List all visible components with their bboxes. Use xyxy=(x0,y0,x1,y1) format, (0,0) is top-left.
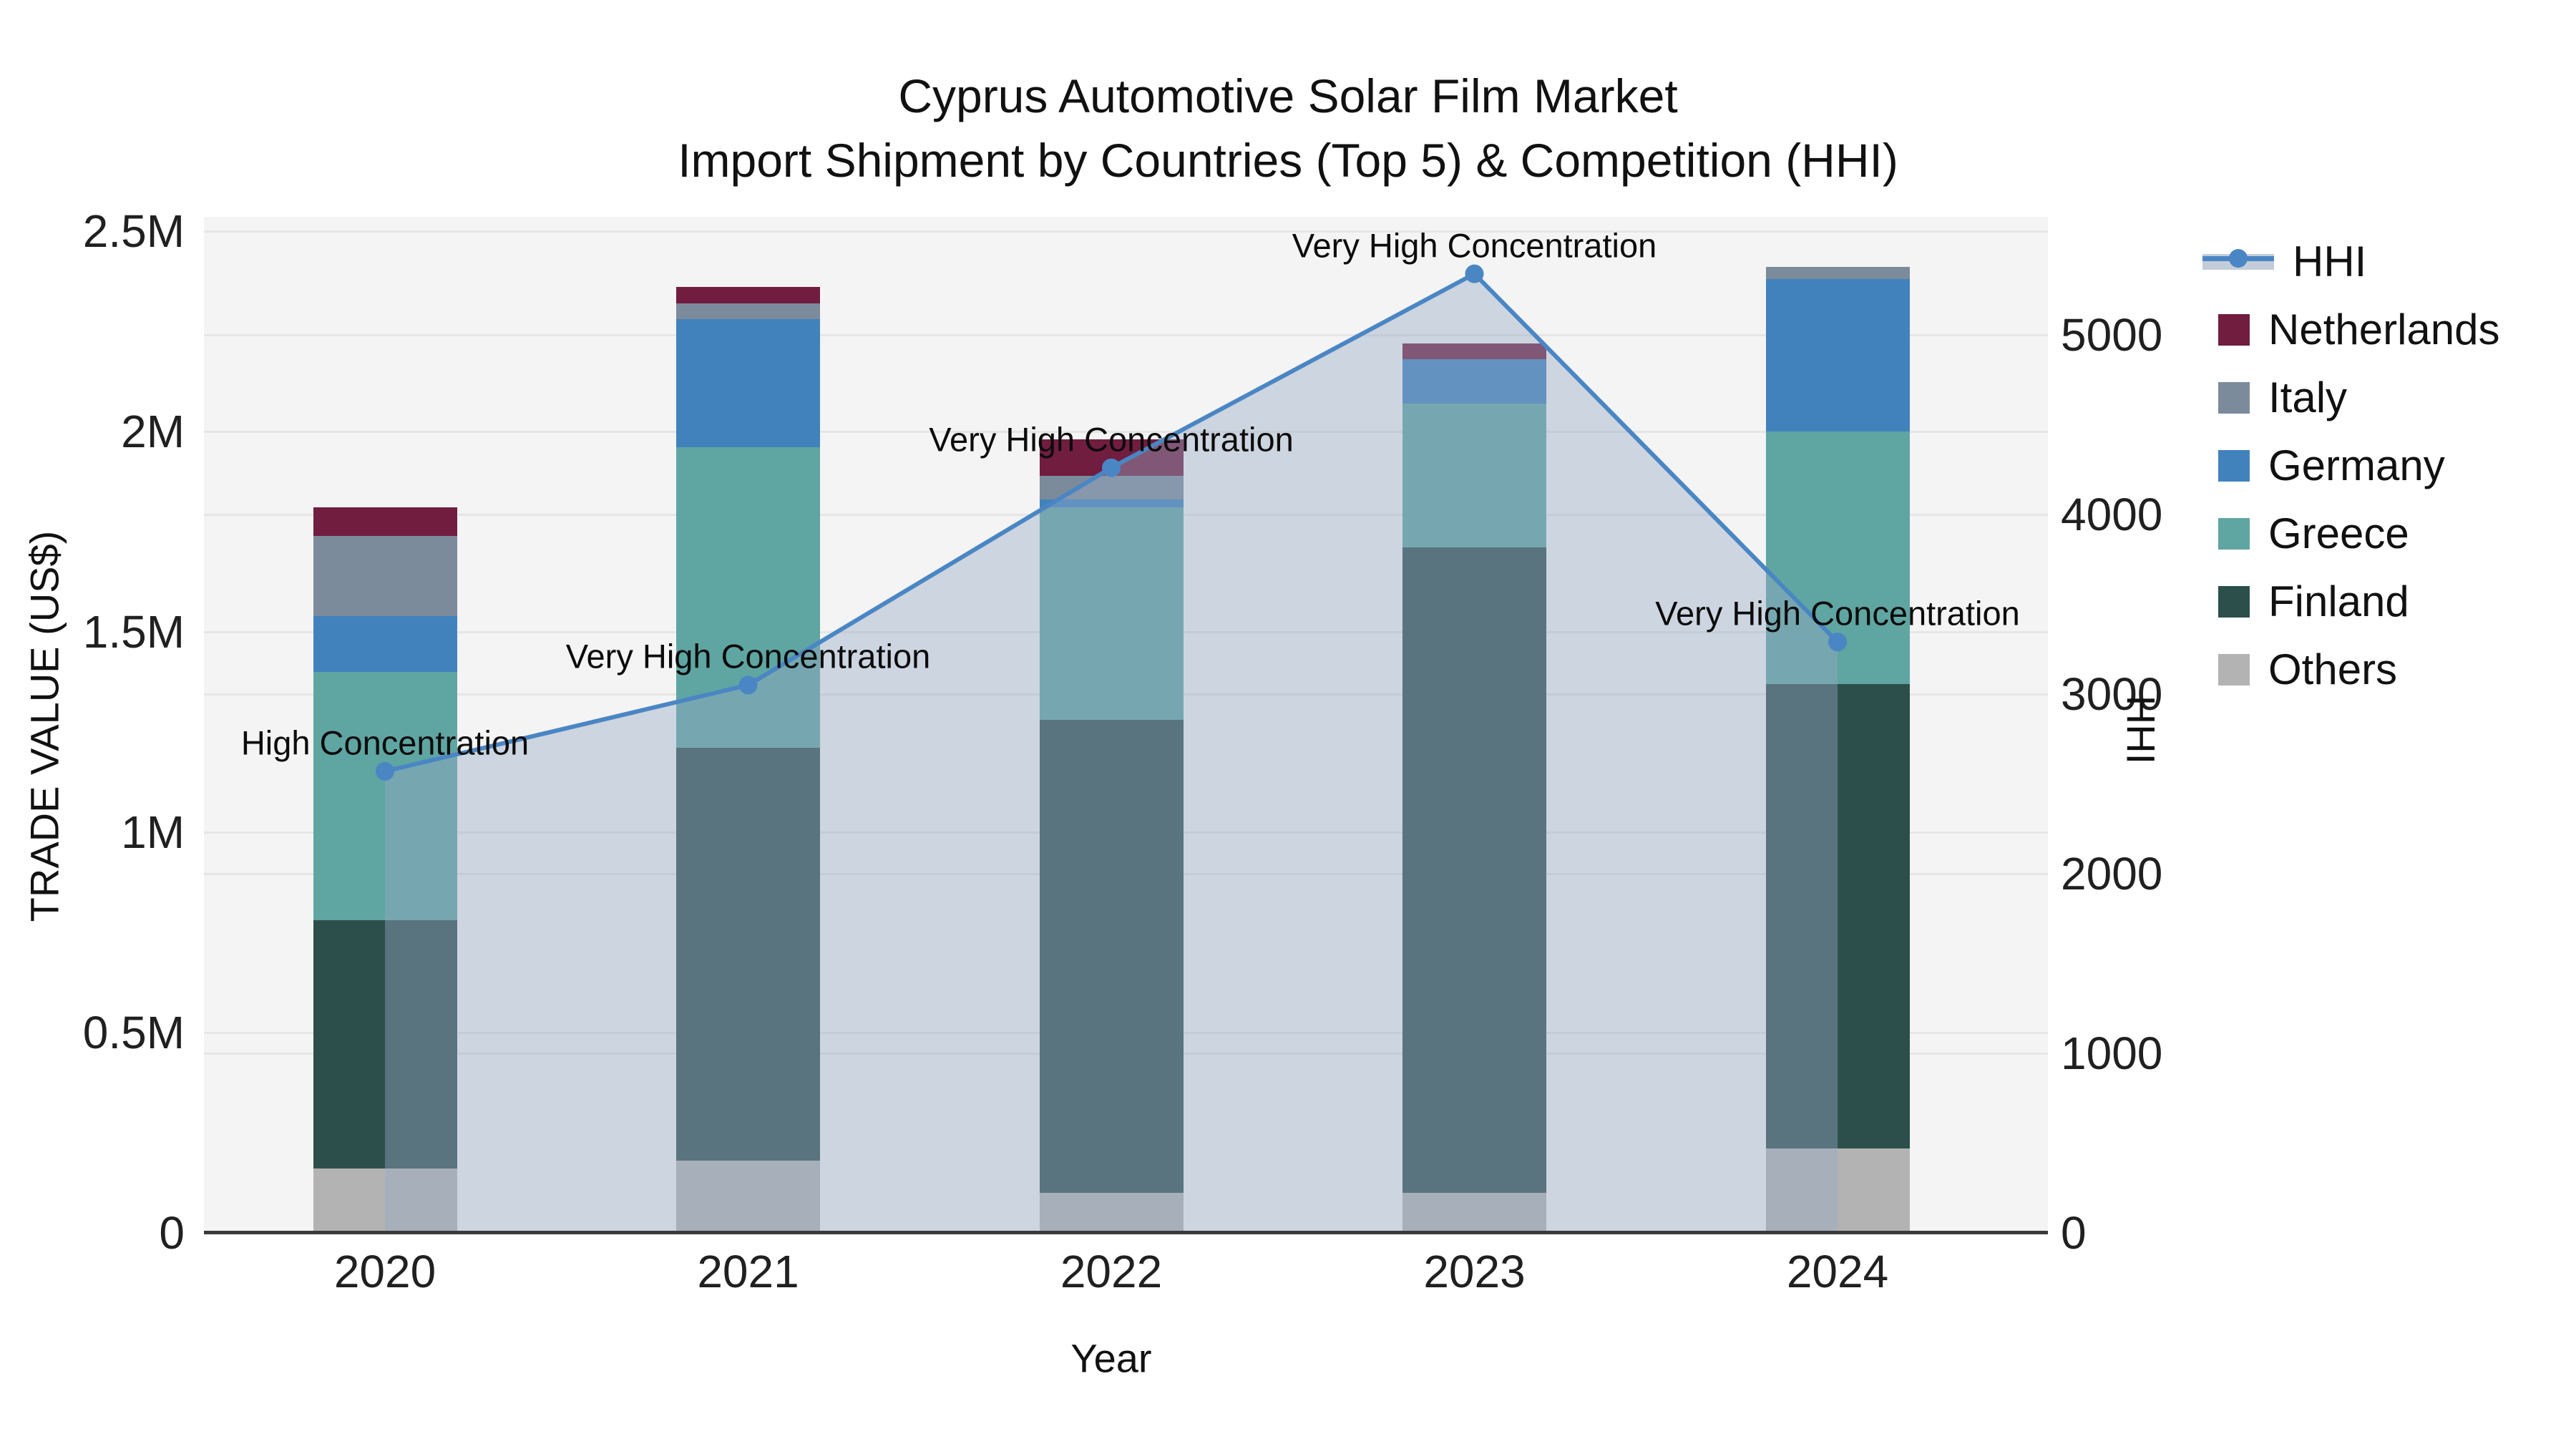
hhi-marker-2023 xyxy=(1465,264,1484,283)
y-left-tick-0.5M: 0.5M xyxy=(82,1007,185,1058)
gridline-left-2M xyxy=(204,431,2048,433)
hhi-annotation-2023: Very High Concentration xyxy=(1292,226,1657,265)
y-left-tick-0: 0 xyxy=(159,1207,185,1259)
bar-segment-others-2024 xyxy=(1765,1148,1910,1233)
bar-segment-germany-2021 xyxy=(676,319,820,448)
legend-swatch-italy xyxy=(2218,381,2250,414)
y-left-tick-2.5M: 2.5M xyxy=(82,205,185,257)
legend-item-italy: Italy xyxy=(2202,364,2347,431)
hhi-marker-2022 xyxy=(1102,458,1121,477)
bar-segment-others-2021 xyxy=(676,1161,820,1233)
x-tick-2022: 2022 xyxy=(1060,1246,1163,1297)
hhi-line-and-area xyxy=(376,264,1847,1233)
x-tick-2021: 2021 xyxy=(697,1246,799,1297)
hhi-marker-2021 xyxy=(738,675,758,695)
legend-swatch-netherlands xyxy=(2218,313,2250,346)
bar-segment-finland-2024 xyxy=(1765,683,1910,1149)
bar-segment-finland-2022 xyxy=(1039,720,1184,1193)
bar-segment-greece-2022 xyxy=(1039,507,1184,721)
legend-item-netherlands: Netherlands xyxy=(2202,296,2500,364)
gridline-right-5000 xyxy=(204,334,2048,336)
chart-subtitle: Import Shipment by Countries (Top 5) & C… xyxy=(678,134,1898,187)
legend-item-greece: Greece xyxy=(2202,499,2409,567)
plot-area: High Concentration Very High Concentratio… xyxy=(204,217,2048,1234)
hhi-annotation-2021: Very High Concentration xyxy=(565,637,931,675)
legend-item-finland: Finland xyxy=(2202,567,2409,635)
bar-segment-finland-2023 xyxy=(1402,547,1546,1193)
y-left-tick-1M: 1M xyxy=(121,806,185,858)
hhi-marker-2024 xyxy=(1828,633,1847,652)
hhi-area-fill xyxy=(385,273,1838,1233)
bar-segment-others-2020 xyxy=(313,1169,457,1233)
legend-hhi-marker xyxy=(2229,248,2248,268)
y-right-tick-2000: 2000 xyxy=(2061,848,2163,899)
x-tick-2024: 2024 xyxy=(1786,1246,1889,1297)
legend-item-hhi: HHI xyxy=(2202,228,2366,296)
legend-label-finland: Finland xyxy=(2268,577,2409,625)
legend-item-germany: Germany xyxy=(2202,431,2445,499)
legend-label-netherlands: Netherlands xyxy=(2268,306,2500,353)
y-left-tick-2M: 2M xyxy=(121,406,185,457)
chart-title: Cyprus Automotive Solar Film Market xyxy=(898,69,1678,122)
bar-segment-germany-2022 xyxy=(1039,499,1184,508)
legend-label-italy: Italy xyxy=(2268,374,2348,421)
y-left-tick-1.5M: 1.5M xyxy=(82,606,185,658)
hhi-annotation-2022: Very High Concentration xyxy=(929,420,1294,459)
y-right-tick-0: 0 xyxy=(2061,1207,2087,1259)
y-right-tick-4000: 4000 xyxy=(2061,489,2163,540)
hhi-annotation-2024: Very High Concentration xyxy=(1655,594,2020,633)
legend-swatch-finland xyxy=(2218,585,2250,618)
gridline-left-2.5M xyxy=(204,230,2048,233)
bar-segment-italy-2021 xyxy=(676,303,820,320)
legend-swatch-greece xyxy=(2218,517,2250,550)
y-right-tick-1000: 1000 xyxy=(2061,1028,2163,1079)
bar-segment-germany-2020 xyxy=(313,615,457,672)
legend-label-greece: Greece xyxy=(2268,509,2409,557)
x-axis-line xyxy=(204,1231,2048,1234)
bar-segment-greece-2023 xyxy=(1402,403,1546,548)
bar-segment-others-2023 xyxy=(1402,1193,1546,1233)
y-axis-right-title: HHI xyxy=(2118,695,2164,765)
legend-label-hhi: HHI xyxy=(2293,238,2367,286)
legend-swatch-others xyxy=(2218,653,2250,686)
x-tick-2020: 2020 xyxy=(333,1246,436,1297)
y-right-tick-3000: 3000 xyxy=(2061,668,2163,720)
bar-segment-netherlands-2023 xyxy=(1402,343,1546,360)
bar-segment-germany-2023 xyxy=(1402,359,1546,404)
bar-segment-italy-2020 xyxy=(313,535,457,616)
x-axis-title: Year xyxy=(1070,1335,1152,1381)
legend-hhi-line-swatch xyxy=(2202,248,2274,270)
bar-segment-germany-2024 xyxy=(1765,279,1910,431)
bar-segment-finland-2021 xyxy=(676,748,820,1161)
y-axis-left-title: TRADE VALUE (US$) xyxy=(21,530,67,922)
x-tick-2023: 2023 xyxy=(1423,1246,1526,1297)
legend-label-others: Others xyxy=(2268,645,2398,693)
y-right-tick-5000: 5000 xyxy=(2061,309,2163,361)
bar-segment-netherlands-2020 xyxy=(313,507,457,536)
legend-item-others: Others xyxy=(2202,635,2397,703)
hhi-annotation-2020: High Concentration xyxy=(240,723,530,762)
bar-segment-greece-2020 xyxy=(313,672,457,921)
legend-swatch-germany xyxy=(2218,449,2250,482)
hhi-marker-2020 xyxy=(376,761,394,781)
bar-segment-others-2022 xyxy=(1039,1193,1184,1233)
bar-segment-finland-2020 xyxy=(313,920,457,1169)
bar-segment-italy-2024 xyxy=(1765,267,1910,280)
legend-label-germany: Germany xyxy=(2268,441,2445,489)
bar-segment-netherlands-2021 xyxy=(676,287,820,303)
